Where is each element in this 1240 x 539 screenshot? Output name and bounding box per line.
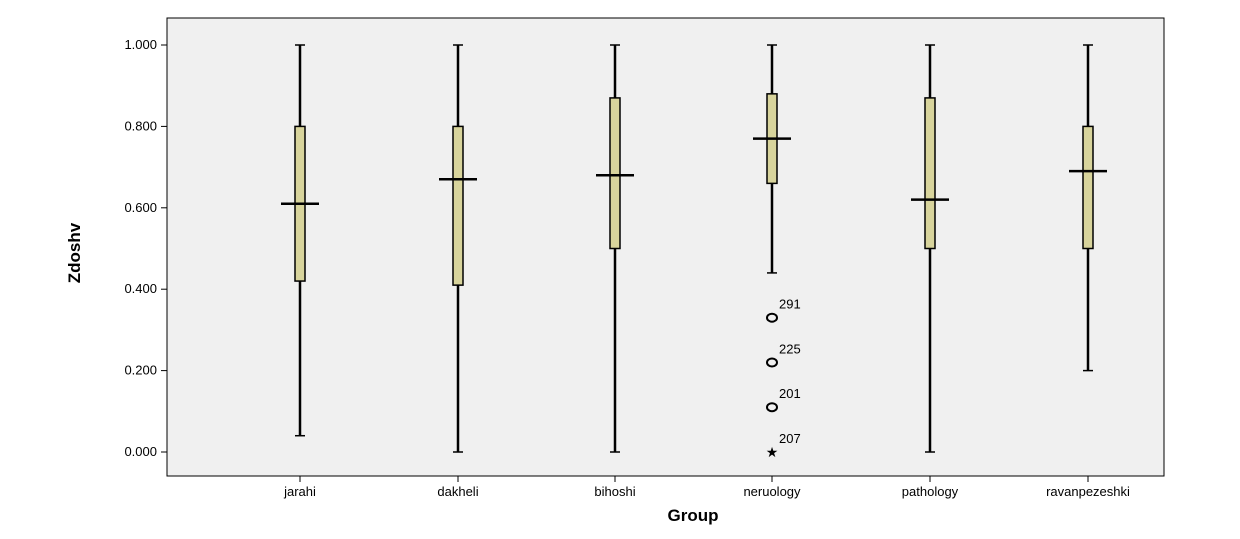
box-bihoshi — [596, 44, 634, 453]
iqr-box — [452, 125, 464, 286]
x-tick-label: pathology — [902, 484, 959, 499]
outlier-label: 225 — [779, 341, 801, 356]
extreme-marker: ★ — [766, 445, 779, 461]
x-tick-label: ravanpezeshki — [1046, 484, 1130, 499]
outlier-label: 201 — [779, 386, 801, 401]
iqr-box — [1082, 125, 1094, 250]
outlier-label: 207 — [779, 431, 801, 446]
x-tick-label: jarahi — [283, 484, 316, 499]
outlier-marker — [766, 357, 778, 368]
x-axis-title: Group — [668, 506, 719, 525]
y-tick-label: 0.800 — [124, 118, 157, 133]
outlier-marker — [766, 402, 778, 413]
x-axis: jarahi dakheli bihoshi neruology pathology ra… — [283, 476, 1130, 499]
x-tick-label: neruology — [743, 484, 801, 499]
outlier-label: 291 — [779, 297, 801, 312]
y-tick-label: 0.000 — [124, 444, 157, 459]
x-tick-label: bihoshi — [594, 484, 635, 499]
y-tick-label: 1.000 — [124, 37, 157, 52]
y-axis: 0.000 0.200 0.400 0.600 0.800 1.000 — [124, 37, 167, 459]
boxes — [281, 44, 1107, 453]
y-tick-label: 0.200 — [124, 363, 157, 378]
box-ravanpezeshki — [1069, 44, 1107, 372]
box-pathology — [911, 44, 949, 453]
box-neruology — [753, 44, 791, 274]
plot-area — [166, 17, 1165, 477]
iqr-box — [609, 97, 621, 250]
outliers: 291 225 201 ★207 — [766, 297, 801, 461]
outlier-marker — [766, 312, 778, 323]
iqr-box — [924, 97, 936, 250]
box-dakheli — [439, 44, 477, 453]
x-tick-label: dakheli — [437, 484, 478, 499]
box-jarahi — [281, 44, 319, 437]
y-tick-label: 0.400 — [124, 281, 157, 296]
y-axis-title: Zdoshv — [65, 222, 84, 283]
y-tick-label: 0.600 — [124, 200, 157, 215]
